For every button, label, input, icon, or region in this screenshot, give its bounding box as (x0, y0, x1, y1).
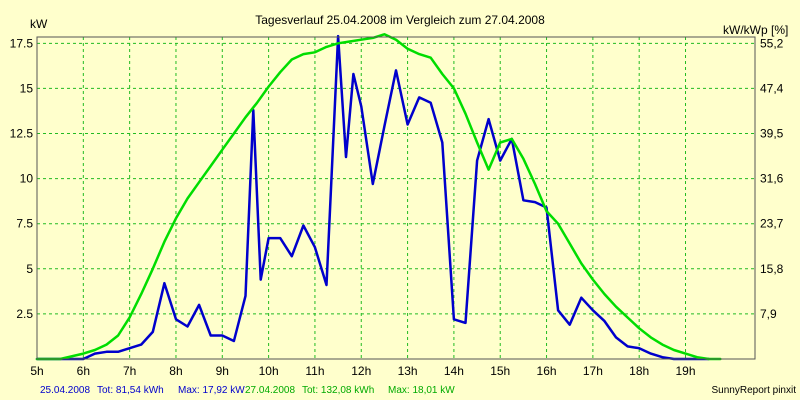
series-line-25.04.2008 (35, 34, 710, 361)
x-tick-17h: 17h (583, 364, 603, 378)
y2-axis-ticks: 7,9 15,8 23,7 31,6 39,5 47,4 55,2 (760, 36, 784, 321)
y2-tick-15,8: 15,8 (760, 262, 784, 276)
legend-25-max: Max: 17,92 kW (178, 385, 245, 396)
plot-background (37, 37, 755, 359)
x-tick-16h: 16h (537, 364, 557, 378)
x-tick-6h: 6h (77, 364, 90, 378)
y-tick-10: 10 (20, 172, 34, 186)
y-axis-label: kW (30, 17, 48, 31)
x-tick-19h: 19h (676, 364, 696, 378)
brand-label: SunnyReport pinxit (712, 385, 797, 396)
x-tick-12h: 12h (351, 364, 371, 378)
y-tick-15: 15 (20, 81, 34, 95)
y-axis-ticks: 2.5 5 7.5 10 12.5 15 17.5 (10, 36, 34, 321)
x-tick-10h: 10h (259, 364, 279, 378)
plot-frame (36, 36, 756, 360)
y2-tick-23,7: 23,7 (760, 217, 784, 231)
legend-27-max: Max: 18,01 kW (388, 385, 455, 396)
x-tick-18h: 18h (629, 364, 649, 378)
y-tick-12.5: 12.5 (10, 127, 34, 141)
legend-27-tot: Tot: 132,08 kWh (302, 385, 374, 396)
y2-tick-31,6: 31,6 (760, 172, 784, 186)
legend-27-label: 27.04.2008 (245, 385, 295, 396)
y-tick-7.5: 7.5 (16, 217, 33, 231)
x-tick-9h: 9h (216, 364, 229, 378)
x-tick-8h: 8h (169, 364, 182, 378)
y2-axis-label: kW/kWp [%] (723, 23, 788, 37)
y2-tick-47,4: 47,4 (760, 81, 784, 95)
chart-title: Tagesverlauf 25.04.2008 im Vergleich zum… (255, 13, 545, 27)
legend-25-tot: Tot: 81,54 kWh (97, 385, 164, 396)
y-tick-2.5: 2.5 (16, 307, 33, 321)
x-tick-7h: 7h (123, 364, 136, 378)
x-tick-11h: 11h (305, 364, 324, 378)
x-axis-ticks: 5h 6h 7h 8h 9h 10h 11h 12h 13h 14h 15h 16h 17h 18h 19h (30, 364, 695, 378)
legend-25-label: 25.04.2008 (40, 385, 90, 396)
x-tick-14h: 14h (444, 364, 464, 378)
x-tick-5h: 5h (30, 364, 43, 378)
y2-tick-39,5: 39,5 (760, 127, 784, 141)
x-tick-15h: 15h (490, 364, 510, 378)
y-tick-5: 5 (26, 262, 33, 276)
x-tick-13h: 13h (398, 364, 418, 378)
y2-tick-55,2: 55,2 (760, 36, 784, 50)
y2-tick-7,9: 7,9 (760, 307, 777, 321)
y-tick-17.5: 17.5 (10, 36, 34, 50)
